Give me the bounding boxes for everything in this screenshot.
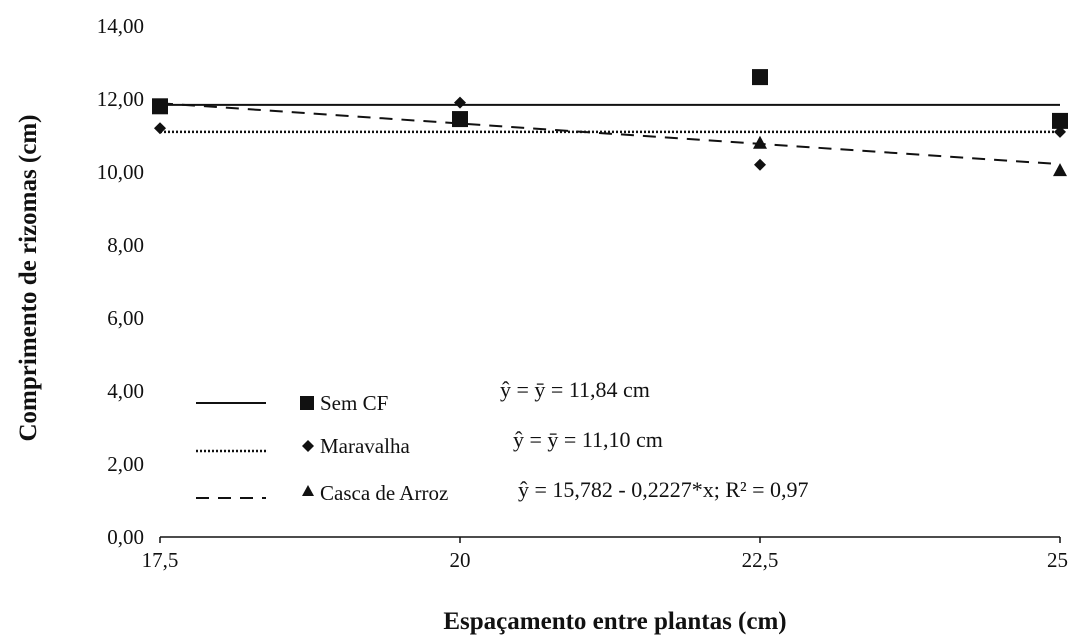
y-tick-label: 8,00 <box>107 233 144 257</box>
y-tick-label: 2,00 <box>107 452 144 476</box>
legend-marker-casca-de-arroz <box>302 485 314 496</box>
legend-marker-sem-cf <box>300 396 314 410</box>
x-tick-label: 25 <box>1047 548 1068 572</box>
y-tick-label: 12,00 <box>97 87 144 111</box>
data-point <box>1054 125 1066 138</box>
data-point <box>752 69 768 86</box>
y-tick-label: 0,00 <box>107 525 144 549</box>
data-point <box>154 122 166 135</box>
data-point <box>1052 112 1068 129</box>
data-points <box>152 69 1068 177</box>
legend-label-maravalha: Maravalha <box>320 434 410 458</box>
x-axis-title: Espaçamento entre plantas (cm) <box>443 608 786 635</box>
equation-sem-cf: ŷ = ȳ = 11,84 cm <box>500 377 650 402</box>
fit-line <box>159 102 1061 166</box>
data-point <box>153 99 167 113</box>
y-tick-label: 4,00 <box>107 379 144 403</box>
y-tick-label: 10,00 <box>97 160 144 184</box>
y-axis-ticks: 0,00 2,00 4,00 6,00 8,00 10,00 12,00 14,00 <box>97 14 144 549</box>
y-tick-label: 14,00 <box>97 14 144 38</box>
equation-casca-de-arroz: ŷ = 15,782 - 0,2227*x; R² = 0,97 <box>518 477 809 502</box>
x-tick-label: 20 <box>450 548 471 572</box>
data-point <box>1053 163 1067 177</box>
legend-label-sem-cf: Sem CF <box>320 391 388 415</box>
x-axis-ticks: 17,5 20 22,5 25 <box>142 537 1068 572</box>
equation-maravalha: ŷ = ȳ = 11,10 cm <box>513 427 663 452</box>
x-tick-label: 22,5 <box>742 548 779 572</box>
data-point <box>754 158 766 171</box>
legend: Sem CF ŷ = ȳ = 11,84 cm Maravalha ŷ = ȳ … <box>196 377 809 505</box>
legend-label-casca-de-arroz: Casca de Arroz <box>320 481 448 505</box>
x-tick-label: 17,5 <box>142 548 179 572</box>
fit-lines <box>159 102 1061 166</box>
y-tick-label: 6,00 <box>107 306 144 330</box>
data-point <box>454 96 466 109</box>
data-point <box>453 113 467 127</box>
data-point <box>753 135 767 149</box>
y-axis-title: Comprimento de rizomas (cm) <box>15 115 42 442</box>
legend-marker-maravalha <box>302 440 314 452</box>
